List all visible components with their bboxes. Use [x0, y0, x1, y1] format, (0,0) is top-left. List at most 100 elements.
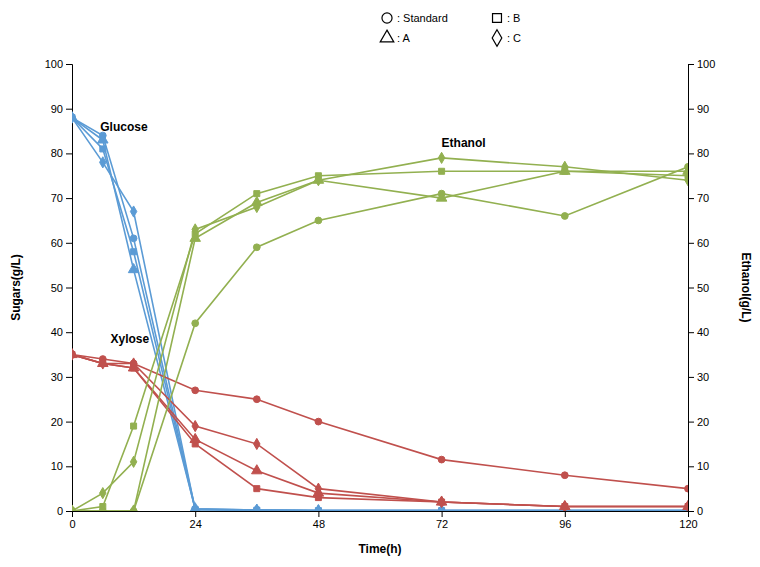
marker: [190, 433, 201, 442]
marker: [315, 505, 321, 511]
tick: 100: [688, 58, 715, 70]
y-axis-title: Sugars(g/L): [9, 254, 23, 321]
tick-mark: [66, 243, 72, 244]
tick-label: 20: [697, 416, 709, 428]
series: [72, 112, 688, 511]
y2-axis: 0102030405060708090100: [688, 58, 715, 517]
tick-mark: [66, 198, 72, 199]
tick-mark: [688, 243, 694, 244]
marker: [315, 483, 321, 494]
line: [72, 118, 688, 511]
plot: 0244872961200102030405060708090100010203…: [45, 58, 716, 530]
legend-entry: : Standard: [382, 12, 448, 24]
tick-label: 60: [51, 237, 63, 249]
tick-mark: [442, 511, 443, 517]
marker: [315, 217, 322, 224]
tick-label: 0: [57, 505, 63, 517]
tick-label: 24: [190, 518, 202, 530]
line: [72, 167, 688, 511]
marker: [192, 224, 198, 235]
tick-mark: [688, 64, 694, 65]
tick-mark: [66, 288, 72, 289]
legend-label: : A: [397, 32, 411, 44]
marker: [253, 396, 260, 403]
marker: [561, 213, 568, 220]
marker: [72, 349, 75, 360]
tick: 50: [688, 282, 709, 294]
tick-mark: [195, 511, 196, 517]
marker: [253, 244, 260, 251]
marker: [192, 420, 198, 431]
y-axis: 0102030405060708090100: [45, 58, 73, 517]
tick: 0: [688, 505, 703, 517]
annotation: Xylose: [111, 332, 150, 346]
tick-mark: [66, 377, 72, 378]
marker: [685, 175, 688, 186]
marker: [72, 505, 75, 511]
marker: [130, 235, 137, 242]
line: [72, 171, 688, 511]
tick: 20: [688, 416, 709, 428]
marker: [131, 249, 137, 255]
tick-mark: [688, 332, 694, 333]
tick-label: 80: [51, 147, 63, 159]
tick-label: 100: [45, 58, 63, 70]
tick-mark: [66, 332, 72, 333]
marker: [192, 504, 198, 511]
tick: 72: [436, 511, 448, 530]
tick: 90: [688, 103, 709, 115]
legend-entry: : C: [492, 30, 521, 47]
legend-symbol: [380, 30, 394, 42]
tick-label: 50: [697, 282, 709, 294]
series: [72, 115, 688, 511]
tick-label: 0: [697, 505, 703, 517]
marker: [683, 165, 688, 174]
tick: 0: [69, 511, 75, 530]
tick-label: 48: [313, 518, 325, 530]
tick: 30: [688, 371, 709, 383]
tick-mark: [688, 511, 694, 512]
tick-label: 10: [697, 460, 709, 472]
tick-label: 100: [697, 58, 715, 70]
tick-label: 0: [69, 518, 75, 530]
marker: [562, 501, 568, 511]
tick: 60: [688, 237, 709, 249]
marker: [254, 486, 260, 492]
tick: 100: [45, 58, 72, 70]
marker: [315, 175, 321, 186]
x-axis-line: [73, 512, 689, 518]
tick-mark: [66, 64, 72, 65]
tick: 30: [51, 371, 72, 383]
marker: [438, 152, 444, 163]
y-axis-line: [66, 65, 73, 512]
series: [72, 168, 688, 511]
tick-mark: [66, 109, 72, 110]
series: [72, 112, 688, 511]
tick-mark: [688, 198, 694, 199]
tick-label: 60: [697, 237, 709, 249]
line: [72, 171, 688, 511]
tick: 10: [688, 460, 709, 472]
tick-mark: [66, 511, 72, 512]
tick-mark: [688, 153, 694, 154]
tick: 60: [51, 237, 72, 249]
marker: [72, 112, 75, 123]
tick: 70: [51, 192, 72, 204]
tick-label: 90: [697, 103, 709, 115]
tick: 96: [559, 511, 571, 530]
series: [72, 114, 688, 511]
tick-label: 50: [51, 282, 63, 294]
tick-mark: [688, 377, 694, 378]
marker: [315, 418, 322, 425]
marker: [192, 320, 199, 327]
tick-label: 72: [436, 518, 448, 530]
marks: [72, 112, 688, 511]
marker: [130, 358, 136, 369]
tick-mark: [688, 109, 694, 110]
tick: 48: [313, 511, 325, 530]
marker: [685, 501, 688, 511]
line: [72, 158, 688, 511]
tick-mark: [688, 466, 694, 467]
tick-label: 70: [697, 192, 709, 204]
tick-mark: [66, 153, 72, 154]
